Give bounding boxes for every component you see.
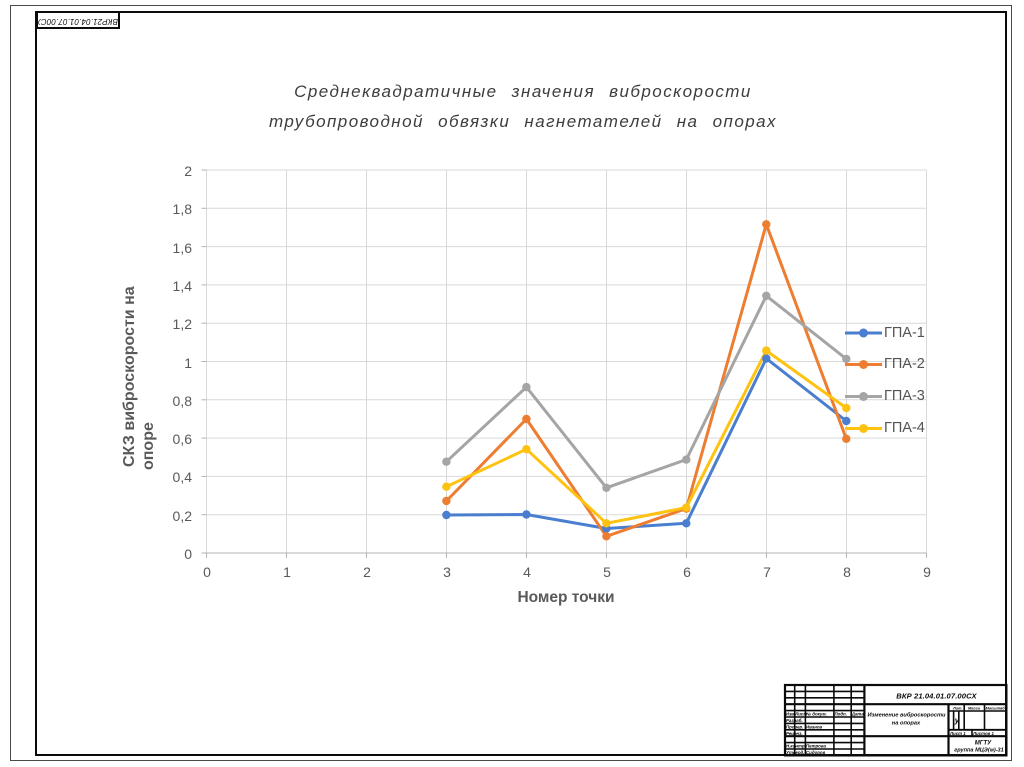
svg-text:Изм.: Изм.: [786, 712, 796, 717]
svg-text:Иванов: Иванов: [806, 724, 823, 729]
svg-text:МГТУ: МГТУ: [975, 741, 992, 747]
svg-text:Разраб.: Разраб.: [786, 718, 803, 723]
svg-text:Подп.: Подп.: [835, 712, 847, 717]
svg-text:Провер.: Провер.: [786, 724, 803, 729]
svg-text:Утверд.: Утверд.: [786, 750, 804, 755]
svg-text:Н.контр.: Н.контр.: [786, 744, 806, 749]
svg-text:Лист 1: Лист 1: [949, 731, 966, 736]
svg-text:Реценз.: Реценз.: [786, 731, 803, 736]
svg-text:Масштаб: Масштаб: [986, 705, 1006, 710]
svg-text:группа МЦЭ(м)-31: группа МЦЭ(м)-31: [954, 748, 1004, 754]
svg-text:№ докум.: № докум.: [806, 712, 827, 717]
svg-text:Масса: Масса: [968, 705, 981, 710]
svg-text:на опорах: на опорах: [892, 721, 921, 727]
svg-text:Листов 1: Листов 1: [972, 731, 995, 736]
svg-text:Лист: Лист: [794, 712, 807, 717]
svg-text:Дата: Дата: [851, 712, 865, 717]
svg-text:Изменение виброскорости: Изменение виброскорости: [867, 712, 946, 719]
svg-text:ВКР 21.04.01.07.00СХ: ВКР 21.04.01.07.00СХ: [896, 692, 977, 701]
svg-text:у: у: [954, 716, 960, 725]
svg-text:Петрова: Петрова: [806, 744, 826, 749]
svg-text:Лит.: Лит.: [952, 705, 963, 710]
svg-text:Сидоров: Сидоров: [806, 750, 826, 755]
